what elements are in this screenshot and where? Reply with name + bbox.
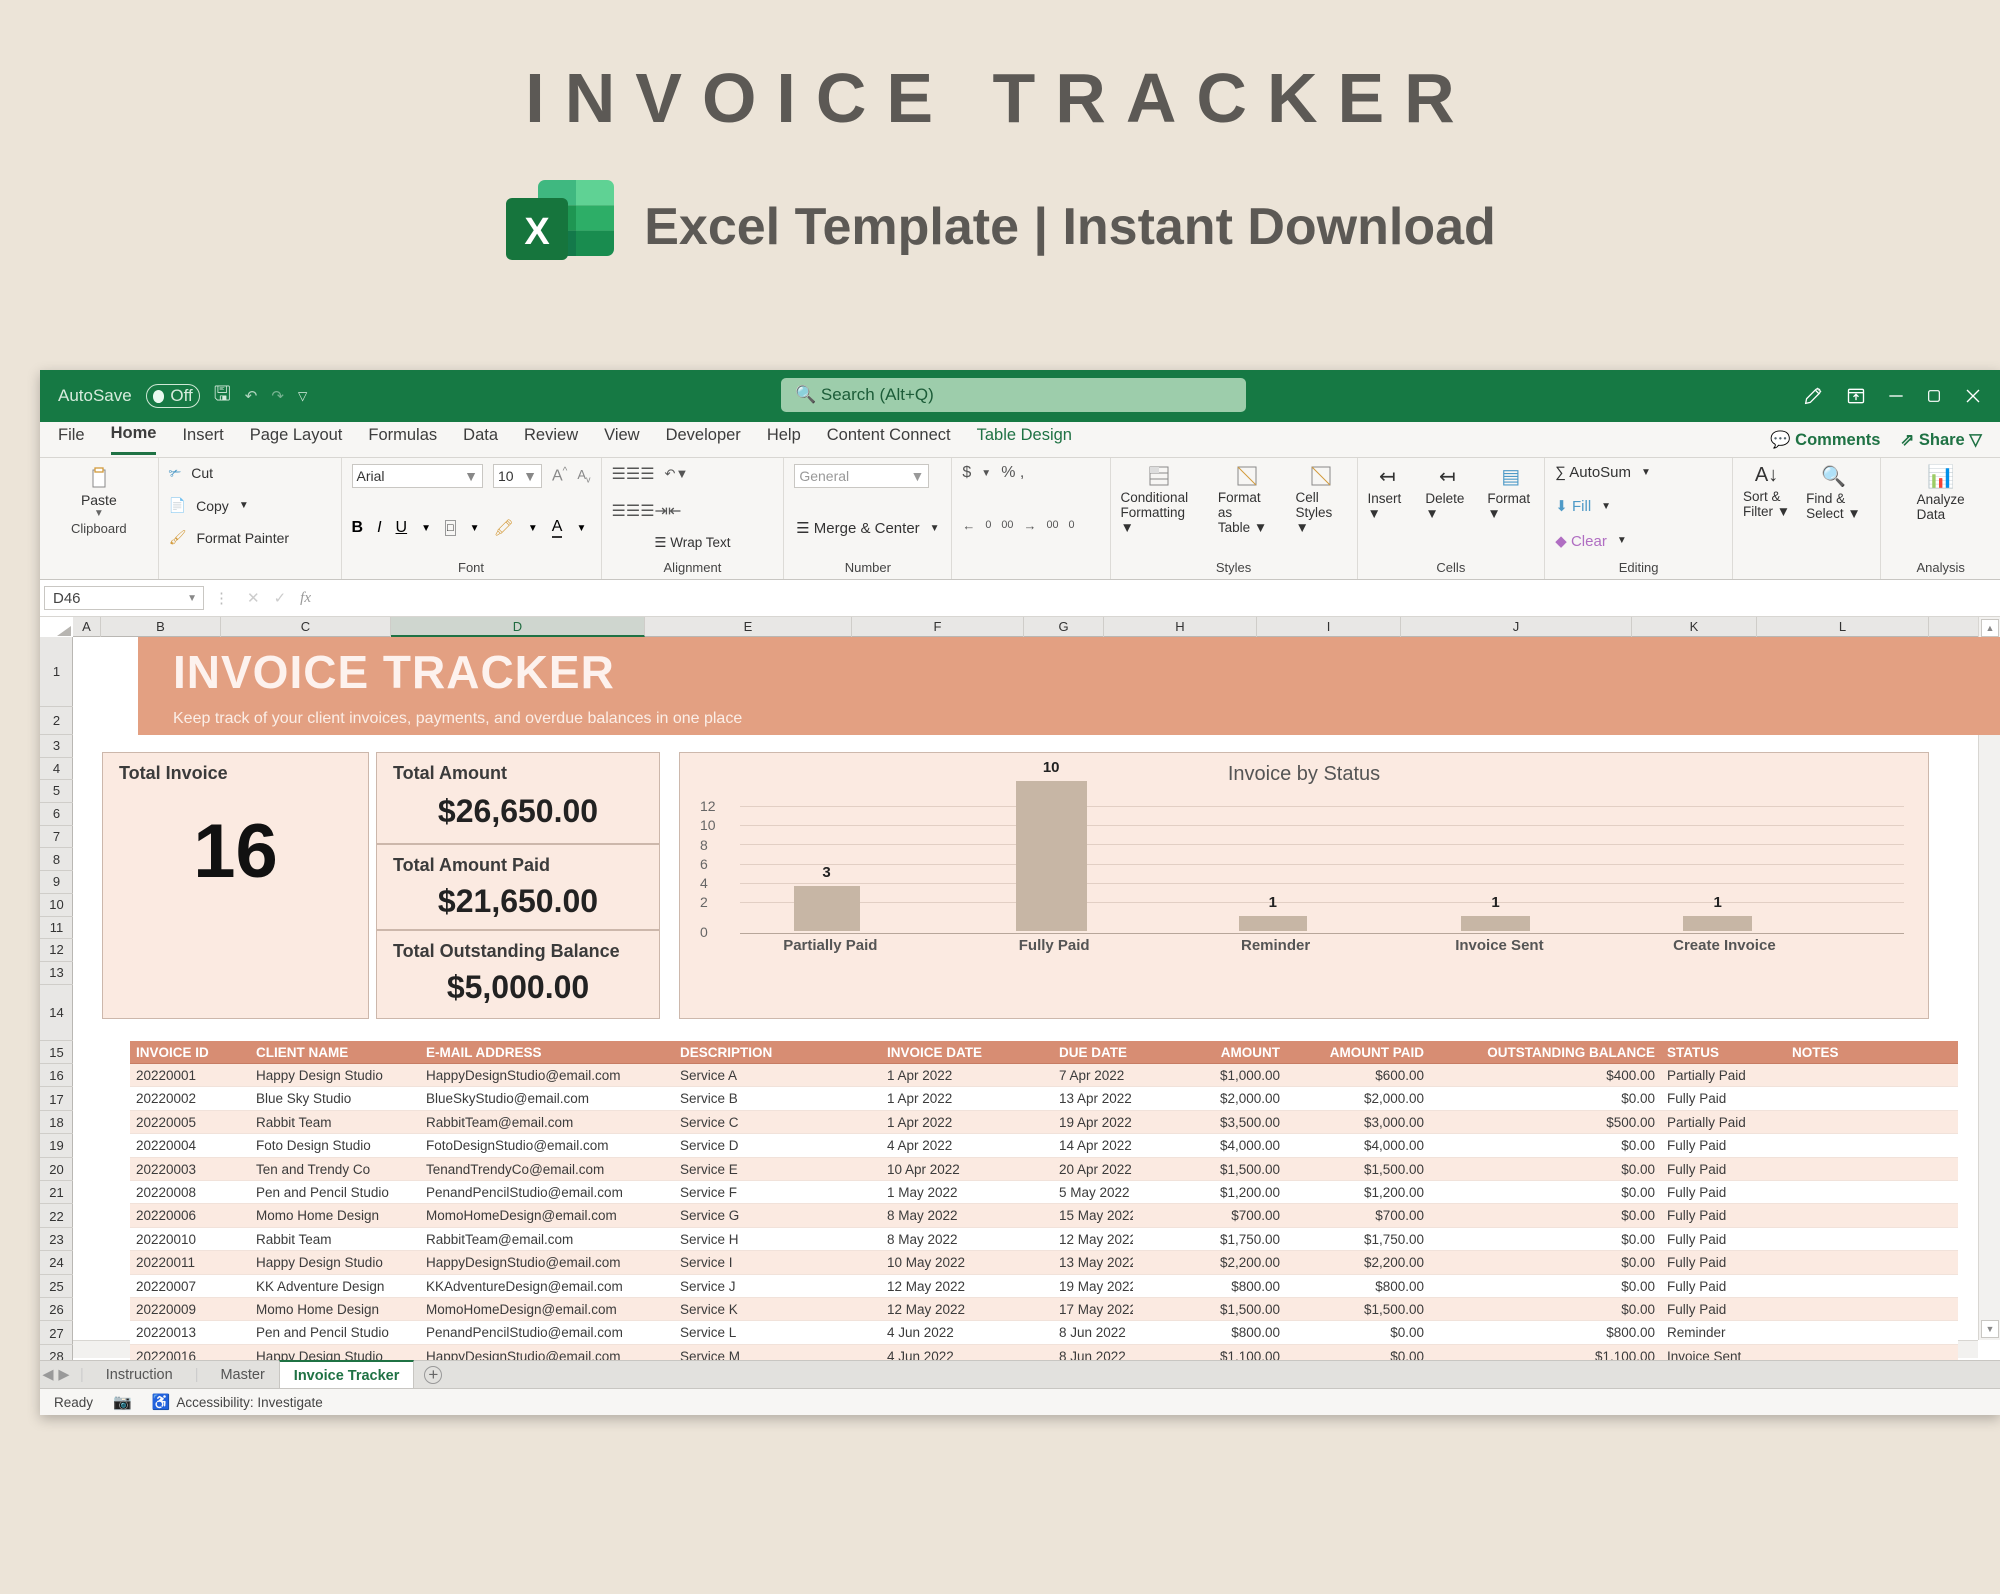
svg-text:X: X — [525, 211, 551, 253]
